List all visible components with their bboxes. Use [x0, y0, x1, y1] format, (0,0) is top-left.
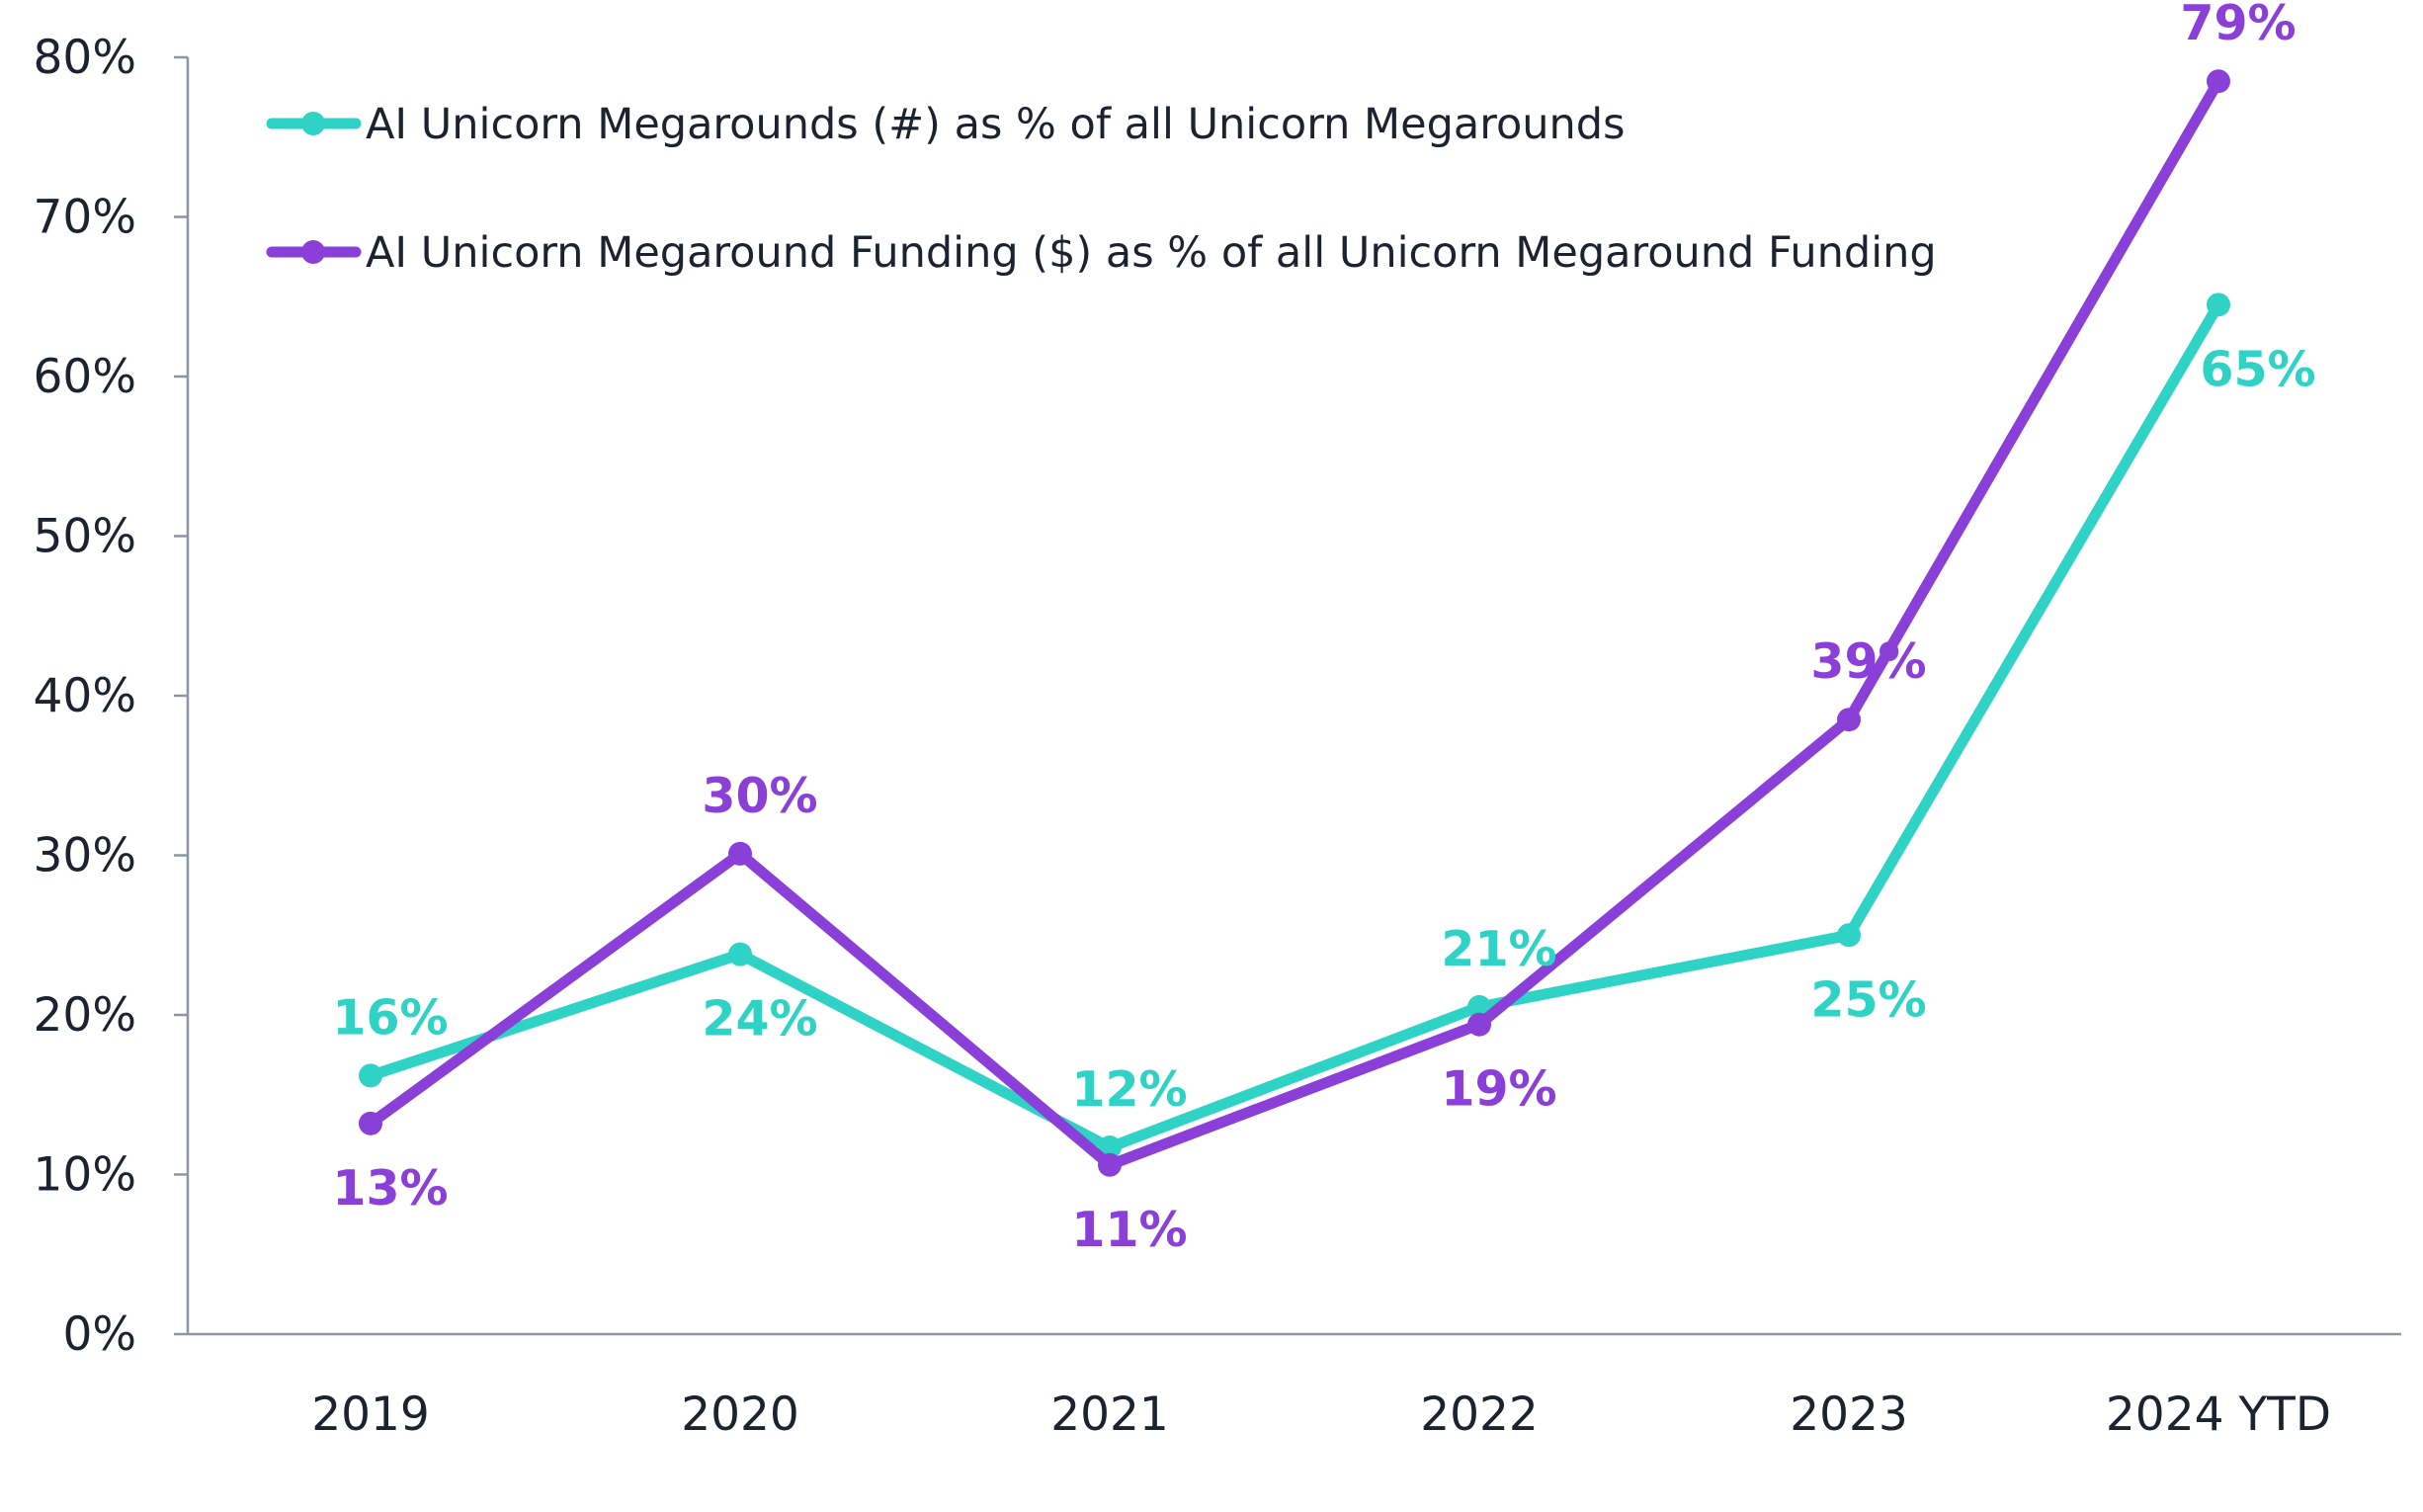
legend: AI Unicorn Megarounds (#) as % of all Un…	[266, 100, 1937, 278]
x-tick-label: 2022	[1420, 1387, 1539, 1442]
data-label-series-1: 12%	[1071, 1061, 1187, 1118]
data-point-series-2	[1837, 708, 1861, 732]
data-point-series-2	[1098, 1152, 1122, 1177]
data-point-series-1	[728, 942, 752, 966]
data-point-series-2	[359, 1111, 382, 1135]
x-tick-label: 2021	[1050, 1387, 1169, 1442]
x-tick-label: 2020	[681, 1387, 799, 1442]
series-line-2	[365, 75, 2224, 1171]
series-lines	[359, 69, 2230, 1177]
data-label-series-1: 65%	[2200, 341, 2315, 397]
legend-label-1: AI Unicorn Megarounds (#) as % of all Un…	[366, 100, 1625, 149]
data-label-series-2: 13%	[332, 1160, 448, 1217]
data-point-series-1	[2207, 293, 2230, 317]
legend-swatch-marker-2	[301, 240, 325, 264]
data-label-series-2: 11%	[1071, 1202, 1187, 1258]
series-line-1	[365, 298, 2224, 1153]
data-label-series-1: 16%	[332, 989, 448, 1046]
legend-label-2: AI Unicorn Megaround Funding ($) as % of…	[366, 228, 1937, 278]
data-label-series-1: 25%	[1810, 971, 1926, 1028]
y-tick-label: 50%	[34, 510, 136, 564]
data-label-series-1: 21%	[1441, 921, 1556, 977]
data-label-series-2: 39%	[1810, 633, 1926, 690]
data-label-series-2: 79%	[2180, 0, 2296, 51]
data-label-series-1: 24%	[702, 991, 817, 1048]
y-tick-label: 20%	[34, 988, 136, 1043]
data-point-series-2	[2207, 69, 2230, 94]
data-label-series-2: 19%	[1441, 1061, 1556, 1118]
x-tick-label: 2023	[1790, 1387, 1908, 1442]
data-point-series-1	[359, 1063, 382, 1088]
y-tick-label: 0%	[62, 1307, 136, 1362]
data-label-series-2: 30%	[702, 768, 817, 824]
data-point-series-2	[728, 841, 752, 866]
data-point-series-2	[1467, 1012, 1491, 1037]
data-labels: 16% 24% 12% 21% 25% 65% 13% 30% 11% 19% 39% 79%	[332, 0, 2315, 1258]
y-tick-label: 10%	[34, 1148, 136, 1203]
y-tick-label: 80%	[34, 31, 136, 85]
x-tick-label: 2024 YTD	[2106, 1387, 2331, 1442]
x-tick-label: 2019	[311, 1387, 430, 1442]
legend-swatch-marker-1	[301, 112, 325, 135]
axes: 0% 10% 20% 30% 40% 50% 60% 70% 80% 2019 2020 2021 20…	[34, 31, 2401, 1442]
data-point-series-1	[1837, 923, 1861, 948]
y-tick-label: 70%	[34, 191, 136, 245]
y-tick-label: 60%	[34, 350, 136, 404]
y-tick-label: 40%	[34, 669, 136, 723]
y-tick-label: 30%	[34, 829, 136, 883]
